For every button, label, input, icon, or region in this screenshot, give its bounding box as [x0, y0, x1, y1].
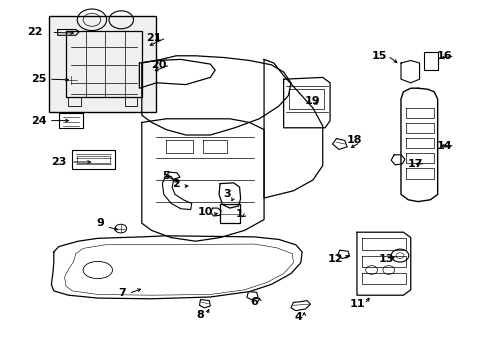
Text: 14: 14	[436, 141, 452, 151]
Text: 6: 6	[250, 297, 258, 307]
Text: 2: 2	[172, 179, 180, 189]
Text: 13: 13	[378, 254, 393, 264]
Text: 11: 11	[348, 299, 364, 309]
Text: 25: 25	[31, 74, 47, 84]
Text: 23: 23	[51, 157, 66, 167]
Text: 9: 9	[96, 218, 104, 228]
Text: 4: 4	[294, 312, 302, 322]
Text: 19: 19	[305, 96, 320, 106]
Text: 3: 3	[223, 189, 231, 199]
Text: 15: 15	[370, 51, 386, 61]
Text: 18: 18	[346, 135, 362, 145]
Text: 8: 8	[196, 310, 204, 320]
Text: 24: 24	[31, 116, 47, 126]
Text: 20: 20	[151, 60, 166, 70]
Bar	[49, 16, 156, 112]
Text: 21: 21	[146, 33, 162, 43]
Text: 22: 22	[27, 27, 43, 37]
Text: 1: 1	[235, 209, 243, 219]
Text: 5: 5	[162, 171, 170, 181]
Text: 7: 7	[118, 288, 126, 298]
Text: 17: 17	[407, 159, 423, 169]
Text: 16: 16	[436, 51, 452, 61]
Text: 10: 10	[197, 207, 213, 217]
Text: 12: 12	[326, 254, 342, 264]
